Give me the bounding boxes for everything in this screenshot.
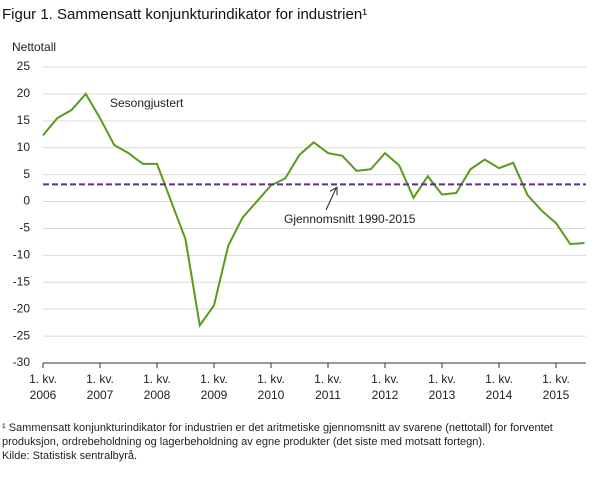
data-line bbox=[42, 92, 585, 328]
y-tick-label: -5 bbox=[19, 221, 30, 235]
y-axis-label: Nettotall bbox=[12, 40, 56, 54]
x-tick-label: 1. kv. 2013 bbox=[428, 372, 456, 402]
footnote-text: ¹ Sammensatt konjunkturindikator for ind… bbox=[2, 422, 553, 448]
y-tick-label: 25 bbox=[17, 59, 31, 73]
x-tick-label: 1. kv. 2008 bbox=[143, 372, 171, 402]
x-tick-label: 1. kv. 2015 bbox=[542, 372, 570, 402]
y-tick-label: 20 bbox=[17, 86, 31, 100]
x-tick-label: 1. kv. 2010 bbox=[257, 372, 285, 402]
source: Kilde: Statistisk sentralbyrå. bbox=[2, 450, 138, 462]
annotation-arrowhead bbox=[329, 186, 338, 196]
y-tick-label: -25 bbox=[13, 328, 31, 342]
annotation-arrow bbox=[325, 188, 337, 211]
x-tick-label: 1. kv. 2012 bbox=[371, 372, 399, 402]
y-tick-label: -10 bbox=[13, 248, 31, 262]
y-tick-label: 5 bbox=[23, 167, 30, 181]
footnote: ¹ Sammensatt konjunkturindikator for ind… bbox=[2, 421, 602, 463]
x-tick-label: 1. kv. 2011 bbox=[314, 372, 342, 402]
y-tick-label: 15 bbox=[17, 113, 31, 127]
y-tick-label: 0 bbox=[23, 194, 30, 208]
x-tick-label: 1. kv. 2009 bbox=[200, 372, 228, 402]
y-tick-label: -30 bbox=[13, 355, 31, 369]
x-tick-label: 1. kv. 2014 bbox=[485, 372, 513, 402]
series-label: Sesongjustert bbox=[110, 96, 184, 110]
y-tick-label: -15 bbox=[13, 274, 31, 288]
y-tick-label: 10 bbox=[17, 140, 31, 154]
x-tick-label: 1. kv. 2007 bbox=[86, 372, 114, 402]
y-tick-label: -20 bbox=[13, 301, 31, 315]
average-label: Gjennomsnitt 1990-2015 bbox=[284, 212, 416, 226]
x-tick-label: 1. kv. 2006 bbox=[29, 372, 57, 402]
figure-title: Figur 1. Sammensatt konjunkturindikator … bbox=[2, 6, 368, 23]
